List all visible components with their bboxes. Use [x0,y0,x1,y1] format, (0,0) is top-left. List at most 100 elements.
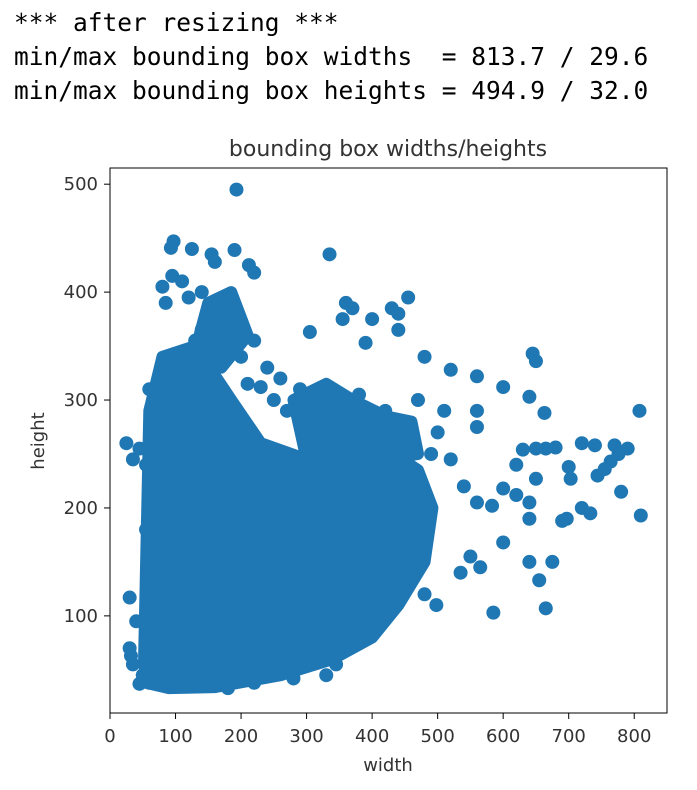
scatter-point [329,657,344,672]
scatter-point [148,430,163,445]
scatter-point [253,380,268,395]
chart-title: bounding box widths/heights [229,137,547,162]
scatter-point [404,571,419,586]
scatter-point [230,336,245,351]
scatter-point [194,285,209,300]
scatter-point [229,182,244,197]
scatter-point [139,457,154,472]
scatter-point [417,587,432,602]
y-axis-label: height [28,412,49,469]
scatter-point [515,442,530,457]
scatter-point [509,488,524,502]
scatter-point [352,614,367,629]
scatter-point [168,403,183,418]
scatter-point [194,322,209,337]
y-tick-label: 200 [64,498,98,519]
scatter-point [391,554,406,569]
scatter-point [155,279,170,294]
scatter-point [158,360,173,375]
scatter-point [368,598,383,613]
scatter-point [590,468,605,483]
scatter-point [522,389,537,404]
y-tick-label: 100 [64,606,98,627]
scatter-point [227,243,242,258]
y-tick-label: 400 [64,282,98,303]
scatter-point [345,630,360,645]
scatter-point [234,349,249,364]
scatter-point [319,668,334,683]
scatter-point [574,436,589,451]
y-tick-label: 300 [64,390,98,411]
x-tick-label: 500 [420,726,454,747]
x-axis-ticks: 0 100 200 300 400 500 600 700 800 [104,713,651,747]
scatter-point [587,438,602,453]
scatter-point [129,614,144,629]
scatter-point [583,506,598,521]
scatter-point [201,306,216,321]
scatter-point [132,441,147,456]
scatter-point [365,436,380,451]
scatter-point [485,498,500,513]
scatter-point [561,459,576,474]
scatter-point [184,241,199,256]
scatter-point [528,441,543,456]
scatter-point [384,571,399,586]
scatter-point [528,354,543,369]
scatter-point [220,681,235,696]
scatter-point [443,362,458,377]
scatter-point [302,325,317,340]
scatter-point [632,403,647,418]
scatter-point [306,619,321,634]
scatter-point [417,349,432,364]
scatter-point [273,371,288,386]
scatter-point [365,312,380,327]
scatter-point [424,446,439,461]
scatter-point [145,479,160,494]
scatter-point [410,511,425,526]
scatter-point [181,676,196,691]
scatter-point [417,495,432,510]
scatter-point [158,295,173,310]
scatter-point [293,382,308,397]
scatter-point [335,312,350,327]
scatter-point [345,301,360,316]
scatter-point [319,393,334,408]
scatter-point [247,265,262,280]
scatter-point [352,425,367,440]
scatter-point [207,254,222,269]
scatter-point [453,565,468,580]
scatter-point [161,679,176,694]
scatter-point [401,290,416,305]
scatter-point [473,560,488,575]
scatter-point [266,393,281,408]
scatter-point [555,513,570,528]
x-axis-label: width [363,755,413,776]
scatter-point [522,511,537,526]
scatter-point [430,425,445,440]
console-line-heights: min/max bounding box heights = 494.9 / 3… [14,76,649,105]
scatter-point [207,425,222,440]
scatter-point [163,240,178,255]
scatter-point [332,414,347,429]
scatter-point [469,495,484,510]
scatter-point [378,403,393,418]
scatter-point [496,481,511,496]
scatter-point [181,290,196,305]
scatter-point [443,452,458,467]
scatter-point [614,484,629,499]
scatter-point [207,679,222,694]
scatter-point [437,403,452,418]
scatter-point [528,471,543,486]
scatter-point [122,641,137,656]
scatter-point [299,409,314,424]
scatter-point [279,652,294,667]
scatter-point [293,635,308,650]
dense-point-cloud [138,286,439,695]
x-tick-label: 800 [617,726,651,747]
scatter-point [214,349,229,364]
scatter-point [322,247,337,262]
x-tick-label: 400 [355,726,389,747]
scatter-point [469,420,484,435]
scatter-point [188,333,203,348]
scatter-point [509,457,524,472]
